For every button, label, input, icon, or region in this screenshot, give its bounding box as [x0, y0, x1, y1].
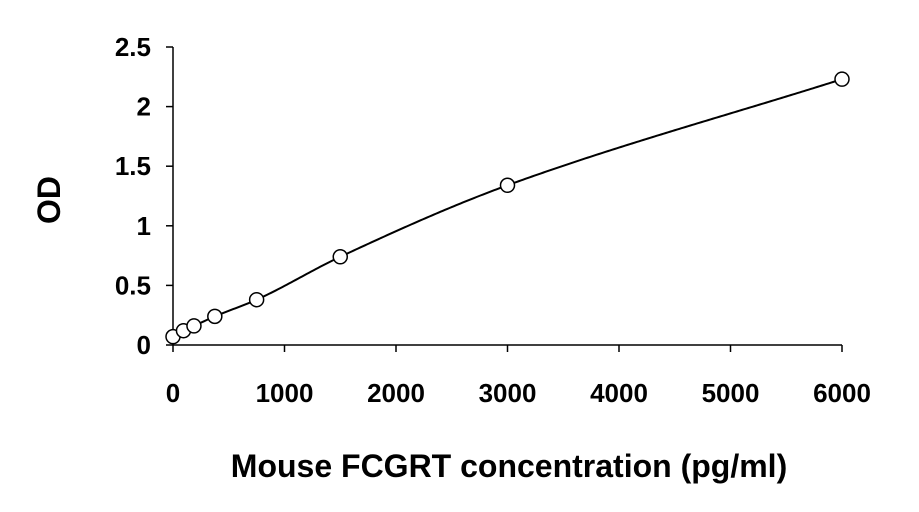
axes — [166, 46, 843, 352]
data-point — [186, 318, 202, 334]
x-tick-label: 0 — [166, 378, 180, 408]
data-point — [499, 177, 516, 194]
y-tick-label: 0.5 — [115, 270, 151, 300]
data-point — [248, 291, 265, 308]
y-axis-title: OD — [31, 176, 67, 224]
y-tick-label: 2 — [137, 92, 151, 122]
x-axis-title: Mouse FCGRT concentration (pg/ml) — [231, 448, 787, 484]
data-point — [207, 308, 223, 325]
data-point — [332, 249, 348, 265]
y-tick-label: 1.5 — [115, 151, 151, 181]
x-tick-label: 5000 — [702, 378, 760, 408]
x-tick-label: 1000 — [256, 378, 314, 408]
x-tick-label: 2000 — [367, 378, 425, 408]
data-points-layer — [165, 71, 850, 345]
x-tick-label: 4000 — [590, 378, 648, 408]
y-tick-label: 0 — [137, 330, 151, 360]
data-point — [834, 71, 850, 87]
tick-labels: 0 0.5 1 1.5 2 2.5 0 1000 2000 3000 4000 5000 6000 — [115, 32, 871, 408]
x-tick-label: 3000 — [479, 378, 537, 408]
y-tick-label: 1 — [137, 211, 151, 241]
y-tick-label: 2.5 — [115, 32, 151, 62]
fit-curve-layer — [172, 78, 843, 338]
fit-curve — [172, 78, 843, 338]
x-tick-label: 6000 — [813, 378, 871, 408]
